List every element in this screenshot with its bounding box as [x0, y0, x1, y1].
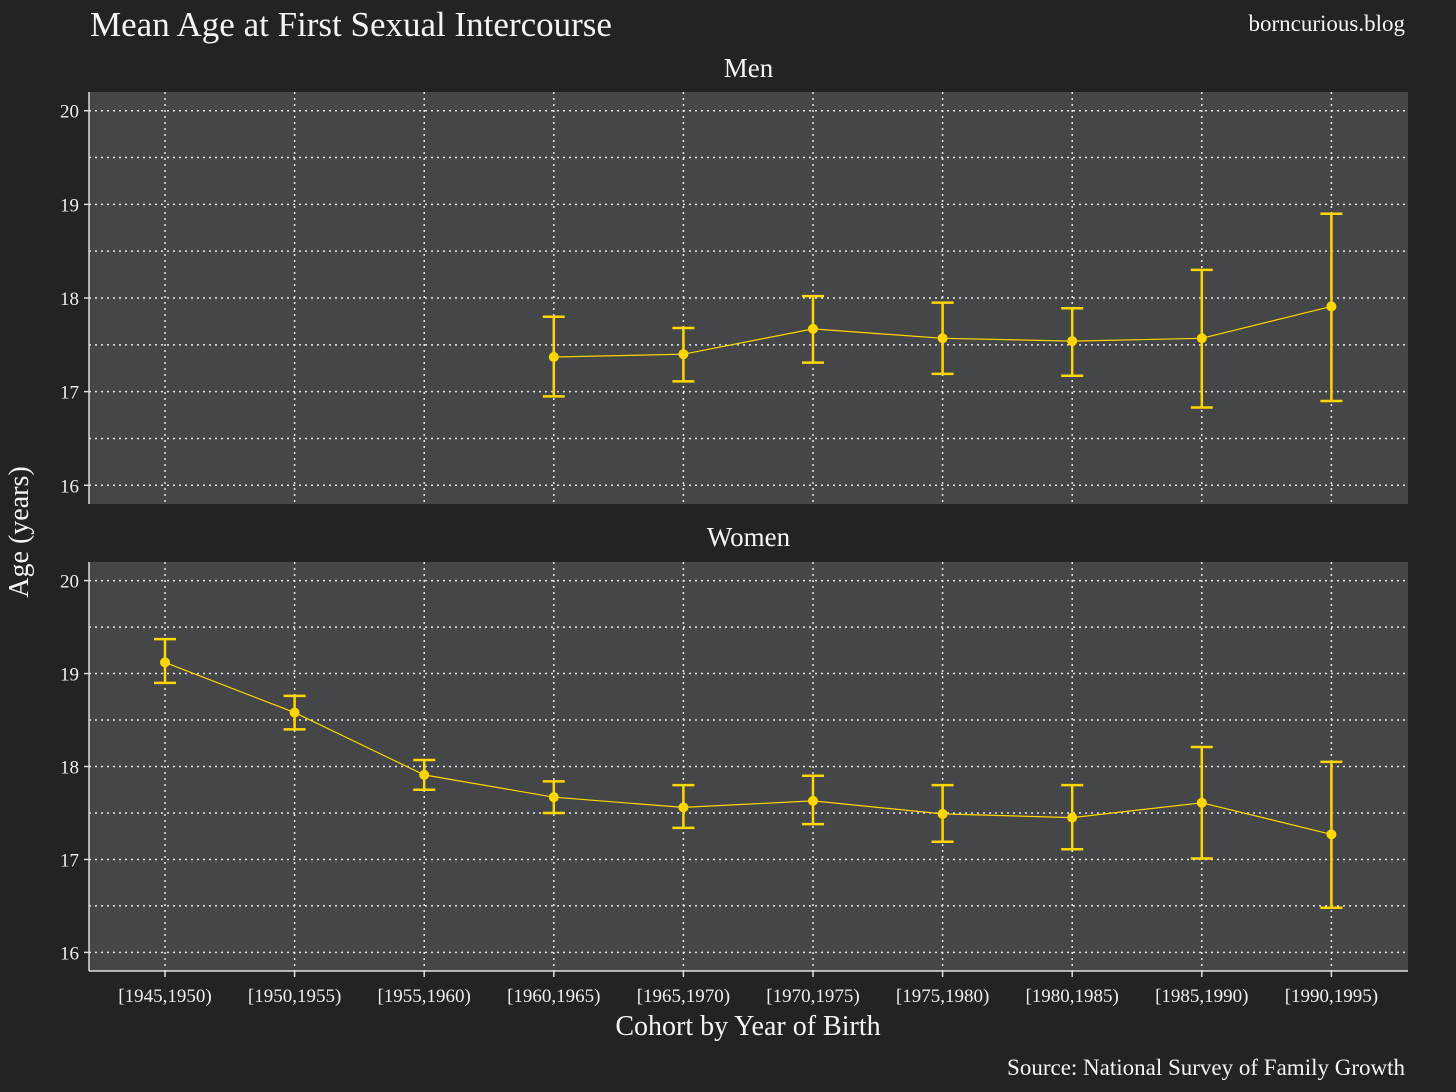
data-point — [160, 657, 170, 668]
y-tick-label: 16 — [60, 943, 79, 964]
data-point — [678, 349, 689, 360]
y-axis-title: Age (years) — [4, 466, 35, 597]
facet-title-women: Women — [707, 522, 791, 552]
y-tick-label: 17 — [60, 850, 79, 871]
panel-background — [89, 562, 1408, 971]
y-tick-label: 17 — [60, 383, 79, 404]
x-tick-label: [1990,1995) — [1285, 986, 1378, 1007]
chart-title: Mean Age at First Sexual Intercourse — [90, 5, 612, 44]
data-point — [289, 707, 300, 718]
data-point — [937, 808, 948, 819]
facet-women: 16 17 18 19 20 Women — [60, 522, 1408, 971]
data-point — [1326, 829, 1337, 840]
y-tick-label: 16 — [60, 476, 79, 497]
x-tick-label: [1945,1950) — [118, 986, 211, 1007]
x-tick-label: [1975,1980) — [896, 986, 989, 1007]
facet-title-men: Men — [724, 53, 774, 83]
facet-panels: 16 17 18 19 20 Men 16 17 18 19 20 Women — [60, 53, 1408, 971]
y-tick-label: 19 — [60, 195, 79, 216]
y-tick-label: 20 — [60, 102, 79, 123]
facet-men: 16 17 18 19 20 Men — [60, 53, 1408, 504]
data-point — [1067, 336, 1078, 347]
data-point — [419, 769, 430, 780]
y-tick-label: 18 — [60, 758, 79, 779]
data-point — [548, 351, 559, 362]
x-tick-label: [1980,1985) — [1025, 986, 1118, 1007]
x-tick-label: [1965,1970) — [637, 986, 730, 1007]
data-point — [1326, 301, 1337, 312]
x-tick-label: [1955,1960) — [377, 986, 470, 1007]
data-point — [808, 795, 818, 806]
y-tick-label: 18 — [60, 289, 79, 310]
x-axis-title: Cohort by Year of Birth — [615, 1011, 880, 1042]
x-tick-label: [1985,1990) — [1155, 986, 1248, 1007]
y-tick-label: 20 — [60, 572, 79, 593]
data-point — [808, 323, 818, 334]
x-tick-label: [1950,1955) — [248, 986, 341, 1007]
data-point — [1067, 812, 1078, 823]
x-tick-label: [1970,1975) — [766, 986, 859, 1007]
x-axis: [1945,1950) [1950,1955) [1955,1960) [1960,1… — [89, 970, 1408, 1007]
x-tick-label: [1960,1965) — [507, 986, 600, 1007]
data-point — [1196, 333, 1207, 344]
blog-label: borncurious.blog — [1248, 11, 1405, 36]
source-caption: Source: National Survey of Family Growth — [1007, 1055, 1405, 1080]
data-point — [937, 333, 948, 344]
panel-background — [89, 92, 1408, 504]
series-line — [164, 661, 1332, 835]
data-point — [678, 802, 689, 813]
data-point — [548, 792, 559, 803]
y-tick-label: 19 — [60, 665, 79, 686]
data-point — [1196, 797, 1207, 808]
